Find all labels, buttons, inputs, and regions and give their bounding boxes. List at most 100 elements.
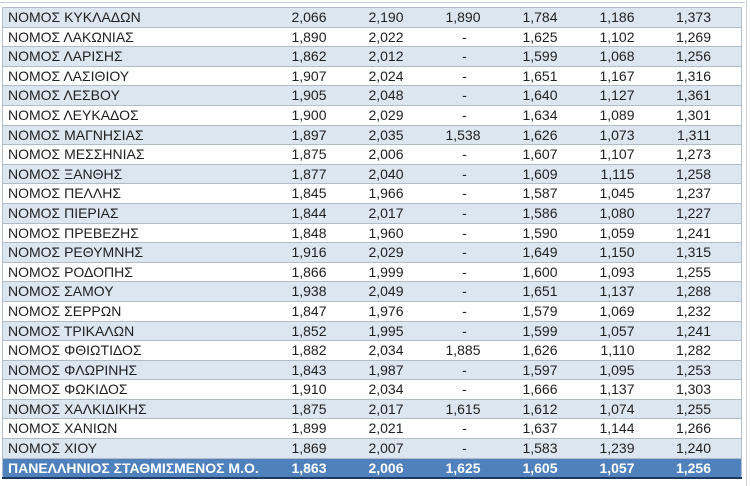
region-name-cell: ΝΟΜΟΣ ΛΑΚΩΝΙΑΣ xyxy=(2,27,280,48)
value-cell: 1,590 xyxy=(510,223,588,244)
value-cell: 1,848 xyxy=(279,223,357,244)
value-cell: 1,303 xyxy=(664,379,742,400)
value-cell: - xyxy=(433,223,511,244)
table-row: ΝΟΜΟΣ ΛΑΚΩΝΙΑΣ 1,890 2,022-1,625 1,102 1,269 xyxy=(2,27,742,48)
value-cell: 1,137 xyxy=(587,281,665,302)
region-name-cell: ΝΟΜΟΣ ΤΡΙΚΑΛΩΝ xyxy=(2,321,280,342)
value-cell: 1,847 xyxy=(279,301,357,322)
value-cell: 1,877 xyxy=(279,164,357,185)
value-cell: 1,095 xyxy=(587,360,665,381)
value-cell: 1,273 xyxy=(664,144,742,165)
value-cell: 1,966 xyxy=(356,183,434,204)
value-cell: 1,186 xyxy=(587,7,665,28)
value-cell: 1,538 xyxy=(433,125,511,146)
value-cell: 1,634 xyxy=(510,105,588,126)
value-cell: 1,587 xyxy=(510,183,588,204)
value-cell: 1,605 xyxy=(510,458,588,480)
table-row: ΝΟΜΟΣ ΡΟΔΟΠΗΣ 1,866 1,999-1,600 1,093 1,255 xyxy=(2,262,742,283)
value-cell: - xyxy=(433,183,511,204)
value-cell: 1,626 xyxy=(510,125,588,146)
value-cell: 1,237 xyxy=(664,183,742,204)
value-cell: 1,057 xyxy=(587,321,665,342)
table-row: ΝΟΜΟΣ ΧΑΝΙΩΝ 1,899 2,021-1,637 1,144 1,266 xyxy=(2,418,742,440)
table-row: ΝΟΜΟΣ ΠΡΕΒΕΖΗΣ 1,848 1,960-1,590 1,059 1,241 xyxy=(2,223,742,244)
value-cell: 1,282 xyxy=(664,340,742,361)
value-cell: 1,150 xyxy=(587,242,665,263)
value-cell: 1,316 xyxy=(664,66,742,87)
value-cell: 1,905 xyxy=(279,85,357,106)
value-cell: 2,021 xyxy=(356,418,434,440)
value-cell: 1,073 xyxy=(587,125,665,146)
value-cell: 1,666 xyxy=(510,379,588,400)
value-cell: 1,649 xyxy=(510,242,588,263)
value-cell: 2,048 xyxy=(356,85,434,106)
value-cell: 1,256 xyxy=(664,458,742,480)
value-cell: 1,916 xyxy=(279,242,357,263)
table-row: ΝΟΜΟΣ ΛΑΡΙΣΗΣ 1,862 2,012-1,599 1,068 1,256 xyxy=(2,46,742,67)
region-name-cell: ΝΟΜΟΣ ΣΕΡΡΩΝ xyxy=(2,301,280,322)
value-cell: 1,107 xyxy=(587,144,665,165)
value-cell: 1,361 xyxy=(664,85,742,106)
value-cell: 1,784 xyxy=(510,7,588,28)
region-name-cell: ΝΟΜΟΣ ΛΑΡΙΣΗΣ xyxy=(2,46,280,67)
value-cell: 2,029 xyxy=(356,242,434,263)
value-cell: - xyxy=(433,281,511,302)
value-cell: 1,626 xyxy=(510,340,588,361)
value-cell: 1,144 xyxy=(587,418,665,440)
value-cell: 1,907 xyxy=(279,66,357,87)
value-cell: - xyxy=(433,105,511,126)
table-row: ΝΟΜΟΣ ΜΑΓΝΗΣΙΑΣ 1,897 2,035 1,538 1,626 1,073… xyxy=(2,125,742,146)
value-cell: 1,586 xyxy=(510,203,588,224)
value-cell: 1,253 xyxy=(664,360,742,381)
prefecture-stats-table: ΝΟΜΟΣ ΚΥΚΛΑΔΩΝ 2,066 2,190 1,890 1,784 1,186 1… xyxy=(2,7,742,480)
value-cell: 1,910 xyxy=(279,379,357,400)
region-name-cell: ΝΟΜΟΣ ΜΑΓΝΗΣΙΑΣ xyxy=(2,125,280,146)
value-cell: 1,167 xyxy=(587,66,665,87)
value-cell: 1,127 xyxy=(587,85,665,106)
value-cell: - xyxy=(433,242,511,263)
value-cell: 2,017 xyxy=(356,203,434,224)
value-cell: 1,885 xyxy=(433,340,511,361)
value-cell: 1,999 xyxy=(356,262,434,283)
region-name-cell: ΝΟΜΟΣ ΜΕΣΣΗΝΙΑΣ xyxy=(2,144,280,165)
value-cell: 2,034 xyxy=(356,340,434,361)
value-cell: 2,040 xyxy=(356,164,434,185)
value-cell: 2,034 xyxy=(356,379,434,400)
value-cell: 1,599 xyxy=(510,321,588,342)
value-cell: - xyxy=(433,46,511,67)
value-cell: - xyxy=(433,360,511,381)
value-cell: 2,029 xyxy=(356,105,434,126)
value-cell: 1,600 xyxy=(510,262,588,283)
value-cell: 1,599 xyxy=(510,46,588,67)
table-row: ΝΟΜΟΣ ΚΥΚΛΑΔΩΝ 2,066 2,190 1,890 1,784 1,186 1… xyxy=(2,7,742,28)
table-row: ΝΟΜΟΣ ΧΙΟΥ 1,869 2,007-1,583 1,239 1,240 xyxy=(2,438,742,459)
value-cell: 1,089 xyxy=(587,105,665,126)
value-cell: - xyxy=(433,27,511,48)
region-name-cell: ΝΟΜΟΣ ΦΘΙΩΤΙΔΟΣ xyxy=(2,340,280,361)
value-cell: 1,995 xyxy=(356,321,434,342)
value-cell: 2,035 xyxy=(356,125,434,146)
value-cell: - xyxy=(433,144,511,165)
value-cell: 1,862 xyxy=(279,46,357,67)
table-row: ΝΟΜΟΣ ΣΕΡΡΩΝ 1,847 1,976-1,579 1,069 1,232 xyxy=(2,301,742,322)
value-cell: 1,875 xyxy=(279,399,357,420)
table-row: ΝΟΜΟΣ ΞΑΝΘΗΣ 1,877 2,040-1,609 1,115 1,258 xyxy=(2,164,742,185)
table-row: ΝΟΜΟΣ ΜΕΣΣΗΝΙΑΣ 1,875 2,006-1,607 1,107 1,27… xyxy=(2,144,742,165)
value-cell: 2,066 xyxy=(279,7,357,28)
value-cell: 1,625 xyxy=(433,458,511,480)
value-cell: 1,607 xyxy=(510,144,588,165)
value-cell: 1,069 xyxy=(587,301,665,322)
value-cell: 1,137 xyxy=(587,379,665,400)
value-cell: 1,315 xyxy=(664,242,742,263)
value-cell: 1,059 xyxy=(587,223,665,244)
value-cell: - xyxy=(433,438,511,459)
value-cell: 2,006 xyxy=(356,458,434,480)
value-cell: - xyxy=(433,262,511,283)
table-row: ΝΟΜΟΣ ΛΕΥΚΑΔΟΣ 1,900 2,029-1,634 1,089 1,301 xyxy=(2,105,742,126)
region-name-cell: ΝΟΜΟΣ ΛΑΣΙΘΙΟΥ xyxy=(2,66,280,87)
value-cell: 1,651 xyxy=(510,66,588,87)
value-cell: 1,255 xyxy=(664,262,742,283)
table-row: ΝΟΜΟΣ ΛΕΣΒΟΥ 1,905 2,048-1,640 1,127 1,361 xyxy=(2,85,742,106)
value-cell: - xyxy=(433,379,511,400)
region-name-cell: ΝΟΜΟΣ ΠΡΕΒΕΖΗΣ xyxy=(2,223,280,244)
